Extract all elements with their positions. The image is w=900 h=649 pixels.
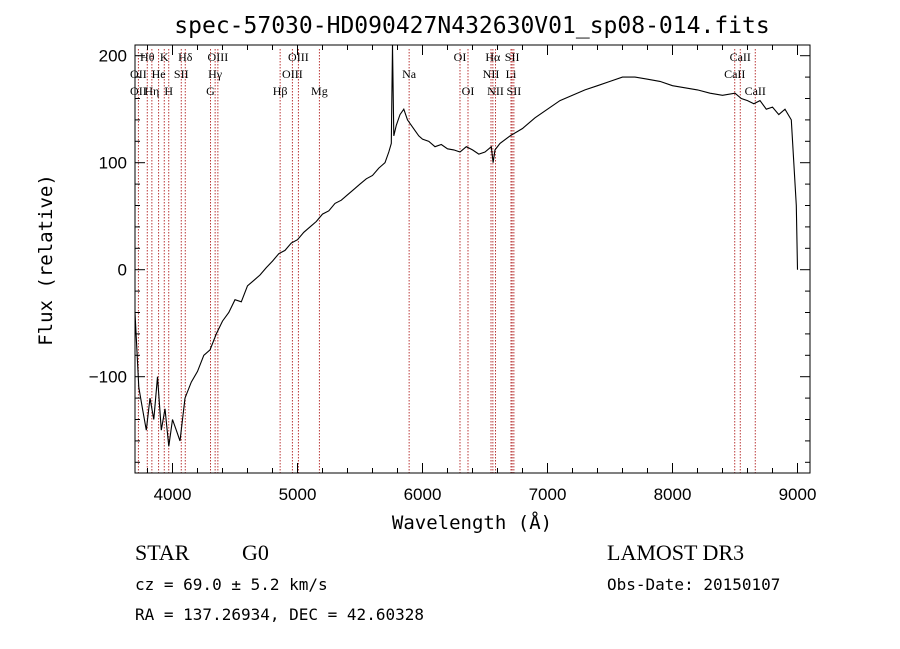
y-tick-label: 200	[99, 47, 127, 66]
spectral-subclass: G0	[242, 540, 269, 565]
spectral-line-label: OI	[462, 84, 475, 98]
spectral-line-label: Hγ	[208, 67, 223, 81]
y-tick-label: −100	[89, 368, 127, 387]
x-tick-label: 8000	[654, 485, 692, 504]
spectral-line-label: OIII	[282, 67, 303, 81]
y-tick-label: 100	[99, 154, 127, 173]
spectral-line-label: Hα	[485, 50, 501, 64]
spectral-line-label: OIII	[208, 50, 229, 64]
spectral-line-label: SII	[505, 50, 520, 64]
plot-frame	[134, 44, 811, 474]
x-tick-label: 7000	[529, 485, 567, 504]
spectral-line-label: He	[152, 67, 166, 81]
spectral-line-label: NII	[483, 67, 500, 81]
survey-name: LAMOST DR3	[607, 540, 744, 565]
spectral-line-label: K	[160, 50, 169, 64]
x-tick-label: 9000	[779, 485, 817, 504]
spectral-line-label: Mg	[311, 84, 328, 98]
y-tick-label: 0	[118, 261, 127, 280]
object-type: STAR	[135, 540, 190, 565]
y-axis-label: Flux (relative)	[35, 174, 57, 346]
chart-title: spec-57030-HD090427N432630V01_sp08-014.f…	[174, 13, 769, 39]
spectral-line-label: G	[206, 84, 215, 98]
spectral-line-label: OI	[454, 50, 467, 64]
spectrum-line	[134, 44, 799, 447]
x-tick-label: 4000	[154, 485, 192, 504]
x-axis-ticks: 4000 5000 6000 7000 8000 9000	[147, 45, 817, 504]
spectral-line-label: Hη	[144, 84, 159, 98]
coordinates: RA = 137.26934, DEC = 42.60328	[135, 605, 424, 624]
spectral-line-label: Na	[402, 67, 417, 81]
redshift-info: cz = 69.0 ± 5.2 km/s	[135, 575, 328, 594]
spectral-line-label: SII	[174, 67, 189, 81]
spectral-line-label: Li	[506, 67, 517, 81]
y-axis-ticks: −100 0 100 200	[89, 47, 810, 463]
spectral-line-label: H	[164, 84, 173, 98]
spectral-line-label: CaII	[730, 50, 751, 64]
spectral-line-label: OII	[130, 67, 147, 81]
spectral-line-label: CaII	[724, 67, 745, 81]
x-axis-label: Wavelength (Å)	[392, 511, 552, 534]
x-tick-label: 6000	[404, 485, 442, 504]
spectral-line-label: OIII	[288, 50, 309, 64]
spectral-line-label: NII	[487, 84, 504, 98]
x-tick-label: 5000	[279, 485, 317, 504]
spectral-line-label: CaII	[745, 84, 766, 98]
spectral-line-label: SII	[507, 84, 522, 98]
spectral-line-label: OII	[130, 84, 147, 98]
spectral-line-label: Hθ	[140, 50, 155, 64]
spectral-line-label: Hδ	[178, 50, 193, 64]
spectral-lines-layer	[137, 49, 756, 473]
spectral-line-label: Hβ	[273, 84, 288, 98]
obs-date: Obs-Date: 20150107	[607, 575, 780, 594]
